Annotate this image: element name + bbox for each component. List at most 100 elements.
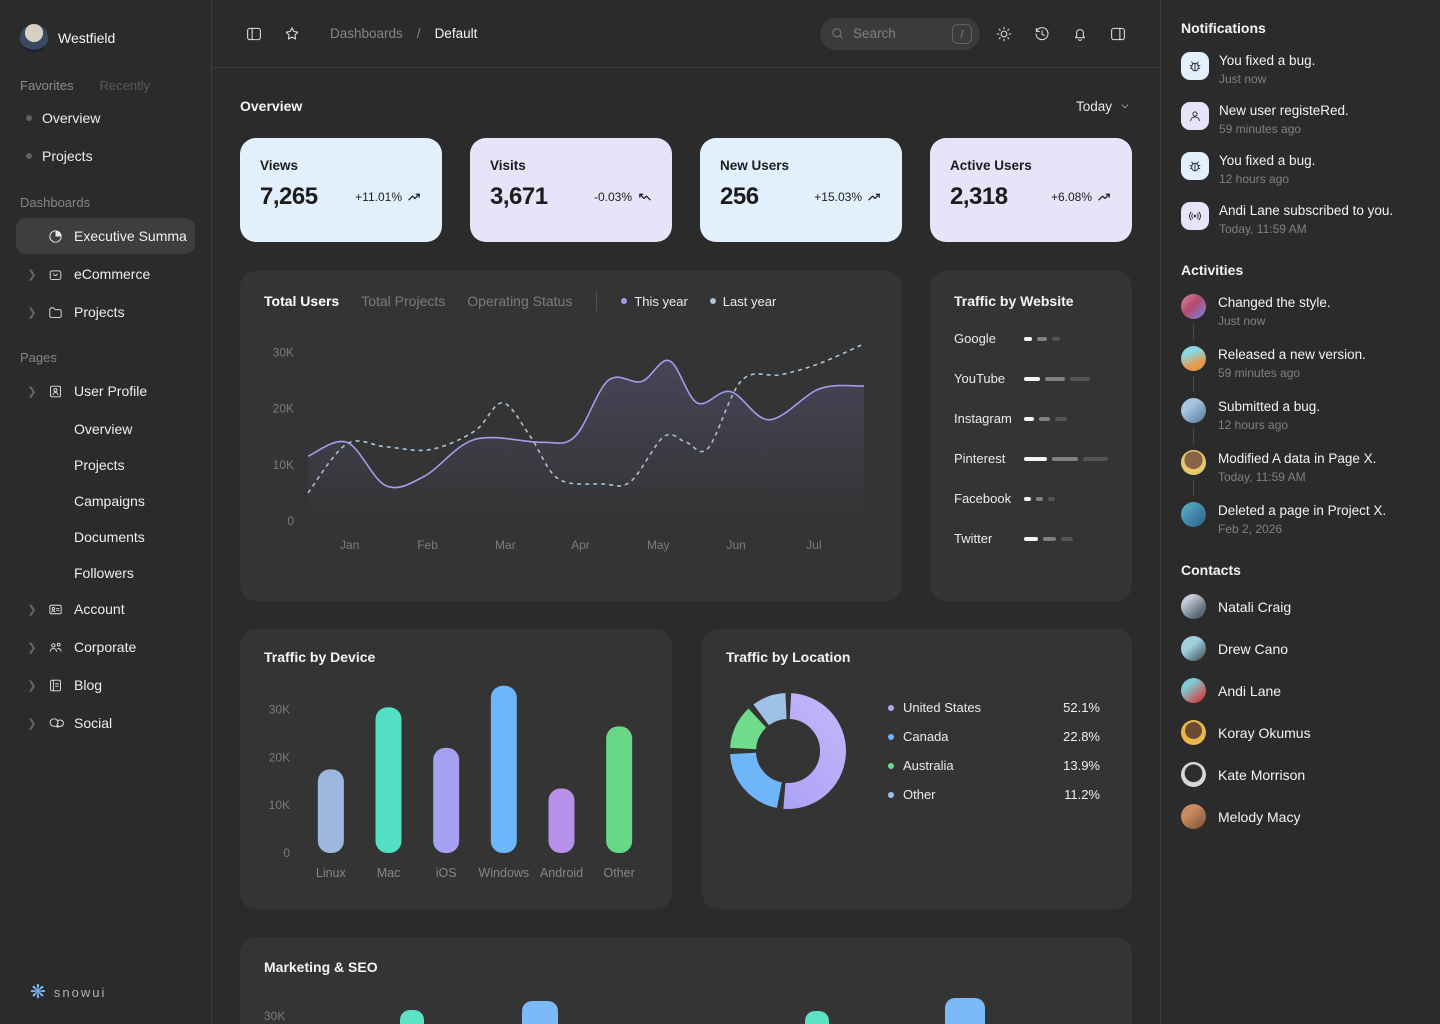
notification-item[interactable]: Andi Lane subscribed to you. Today, 11:59… bbox=[1181, 202, 1416, 236]
contact-item[interactable]: Natali Craig bbox=[1181, 594, 1416, 619]
stat-value: 7,265 bbox=[260, 183, 318, 210]
website-bar-segment bbox=[1045, 376, 1065, 381]
search-shortcut-badge: / bbox=[952, 23, 972, 44]
sidebar-item-dash-projects[interactable]: ❯ Projects bbox=[16, 294, 195, 330]
sidebar-item-label: User Profile bbox=[74, 383, 148, 399]
contact-item[interactable]: Drew Cano bbox=[1181, 636, 1416, 661]
sidebar-subitem-followers[interactable]: Followers bbox=[16, 555, 195, 591]
search-input[interactable] bbox=[853, 26, 944, 41]
favorite-star-icon[interactable] bbox=[278, 20, 306, 48]
users-icon bbox=[46, 639, 64, 656]
app-logo-text: snowui bbox=[53, 985, 107, 1000]
total-users-line-chart: 30K 20K 10K 0 Jan Feb Mar Apr May Jun Jul bbox=[273, 343, 865, 552]
stat-card-views[interactable]: Views 7,265 +11.01% bbox=[240, 138, 442, 242]
sidebar-toggle-icon[interactable] bbox=[240, 20, 268, 48]
breadcrumb-default[interactable]: Default bbox=[434, 26, 478, 41]
stat-card-active-users[interactable]: Active Users 2,318 +6.08% bbox=[930, 138, 1132, 242]
notification-item[interactable]: New user registeRed. 59 minutes ago bbox=[1181, 102, 1416, 136]
user-icon bbox=[1181, 102, 1209, 130]
sidebar-item-account[interactable]: ❯ Account bbox=[16, 591, 195, 627]
notification-item[interactable]: You fixed a bug. Just now bbox=[1181, 52, 1416, 86]
location-row-canada: Canada 22.8% bbox=[888, 729, 1100, 744]
sidebar-item-ecommerce[interactable]: ❯ eCommerce bbox=[16, 256, 195, 292]
breadcrumb-dashboards[interactable]: Dashboards bbox=[330, 26, 403, 41]
main-content: Overview Today Views 7,265 +11.01% bbox=[212, 68, 1160, 1024]
activity-item[interactable]: Deleted a page in Project X. Feb 2, 2026 bbox=[1181, 502, 1416, 536]
pie-chart-icon bbox=[46, 228, 64, 245]
contact-item[interactable]: Kate Morrison bbox=[1181, 762, 1416, 787]
app-logo: ❋ snowui bbox=[30, 983, 106, 1002]
traffic-by-device-card: Traffic by Device 30K 20K 10K 0 Linux Mac iOS W… bbox=[240, 629, 672, 909]
sidebar-item-overview[interactable]: Overview bbox=[16, 99, 195, 137]
svg-text:Windows: Windows bbox=[478, 866, 529, 880]
legend-last-year: Last year bbox=[709, 294, 776, 309]
history-icon[interactable] bbox=[1028, 20, 1056, 48]
sidebar-item-label: Projects bbox=[42, 148, 93, 164]
sidebar-item-user-profile[interactable]: ❯ User Profile bbox=[16, 373, 195, 409]
contacts-title: Contacts bbox=[1181, 562, 1241, 578]
divider bbox=[596, 291, 598, 311]
tab-favorites[interactable]: Favorites bbox=[20, 78, 74, 93]
notifications-bell-icon[interactable] bbox=[1066, 20, 1094, 48]
sidebar-subitem-documents[interactable]: Documents bbox=[16, 519, 195, 555]
sidebar-item-label: Projects bbox=[74, 457, 125, 473]
sidebar-subitem-overview[interactable]: Overview bbox=[16, 411, 195, 447]
contact-item[interactable]: Koray Okumus bbox=[1181, 720, 1416, 745]
website-bar-segment bbox=[1043, 536, 1056, 541]
svg-text:10K: 10K bbox=[273, 458, 294, 472]
tab-total-users[interactable]: Total Users bbox=[264, 293, 340, 309]
sidebar-item-social[interactable]: ❯ Social bbox=[16, 705, 195, 741]
chevron-right-icon: ❯ bbox=[27, 306, 37, 319]
panel-title: Traffic by Location bbox=[726, 649, 851, 665]
svg-text:0: 0 bbox=[287, 514, 294, 528]
trend-up-icon bbox=[1098, 193, 1110, 200]
activity-item[interactable]: Released a new version. 59 minutes ago bbox=[1181, 346, 1416, 392]
website-bar-segment bbox=[1024, 416, 1034, 421]
sidebar-item-blog[interactable]: ❯ Blog bbox=[16, 667, 195, 703]
sidebar-item-corporate[interactable]: ❯ Corporate bbox=[16, 629, 195, 665]
legend-this-year: This year bbox=[621, 294, 688, 309]
broadcast-icon bbox=[1181, 202, 1209, 230]
svg-text:Jun: Jun bbox=[726, 538, 745, 552]
tab-recently[interactable]: Recently bbox=[99, 78, 151, 93]
panel-title: Marketing & SEO bbox=[264, 959, 378, 975]
contact-item[interactable]: Melody Macy bbox=[1181, 804, 1416, 829]
sidebar-item-projects[interactable]: Projects bbox=[16, 137, 195, 175]
traffic-by-location-card: Traffic by Location United States 52.1% C… bbox=[702, 629, 1132, 909]
workspace-name: Westfield bbox=[58, 30, 116, 46]
sidebar-item-label: Corporate bbox=[74, 639, 137, 655]
website-row-youtube: YouTube bbox=[954, 371, 1108, 386]
tab-operating-status[interactable]: Operating Status bbox=[467, 293, 573, 309]
avatar bbox=[1181, 294, 1206, 319]
legend-dot bbox=[621, 298, 628, 304]
website-bar-segment bbox=[1082, 456, 1108, 461]
svg-text:10K: 10K bbox=[269, 798, 290, 812]
sidebar-item-executive-summary[interactable]: Executive Summa bbox=[16, 218, 195, 254]
theme-sun-icon[interactable] bbox=[990, 20, 1018, 48]
date-range-dropdown[interactable]: Today bbox=[1076, 99, 1132, 114]
snowflake-icon: ❋ bbox=[30, 982, 46, 1003]
chevron-right-icon: ❯ bbox=[27, 679, 37, 692]
notification-item[interactable]: You fixed a bug. 12 hours ago bbox=[1181, 152, 1416, 186]
stat-card-visits[interactable]: Visits 3,671 -0.03% bbox=[470, 138, 672, 242]
contact-item[interactable]: Andi Lane bbox=[1181, 678, 1416, 703]
total-users-chart-card: Total Users Total Projects Operating Sta… bbox=[240, 271, 902, 601]
workspace-switcher[interactable]: Westfield bbox=[16, 20, 195, 56]
trend-up-icon bbox=[408, 193, 420, 200]
marketing-seo-card: Marketing & SEO 30K bbox=[240, 937, 1132, 1024]
chat-icon bbox=[46, 715, 64, 732]
sidebar-subitem-campaigns[interactable]: Campaigns bbox=[16, 483, 195, 519]
activity-item[interactable]: Modified A data in Page X. Today, 11:59 A… bbox=[1181, 450, 1416, 496]
right-panel-toggle-icon[interactable] bbox=[1104, 20, 1132, 48]
search-box[interactable]: / bbox=[820, 17, 980, 50]
location-row-other: Other 11.2% bbox=[888, 787, 1100, 802]
legend-dot bbox=[709, 298, 716, 304]
svg-text:iOS: iOS bbox=[436, 866, 457, 880]
stat-card-new-users[interactable]: New Users 256 +15.03% bbox=[700, 138, 902, 242]
search-icon bbox=[832, 28, 843, 39]
traffic-by-device-bar-chart: 30K 20K 10K 0 Linux Mac iOS Windows Android Other bbox=[269, 685, 635, 880]
tab-total-projects[interactable]: Total Projects bbox=[361, 293, 446, 309]
sidebar-subitem-projects[interactable]: Projects bbox=[16, 447, 195, 483]
activity-item[interactable]: Changed the style. Just now bbox=[1181, 294, 1416, 340]
activity-item[interactable]: Submitted a bug. 12 hours ago bbox=[1181, 398, 1416, 444]
